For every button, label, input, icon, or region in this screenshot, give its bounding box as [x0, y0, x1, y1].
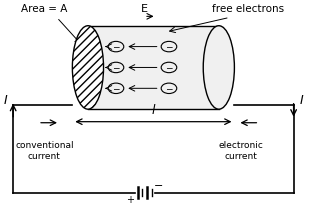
- Text: −: −: [165, 42, 173, 51]
- Text: free electrons: free electrons: [212, 4, 285, 14]
- Polygon shape: [88, 26, 219, 109]
- Ellipse shape: [72, 26, 104, 109]
- Text: −: −: [112, 42, 120, 51]
- Text: electronic
current: electronic current: [218, 141, 263, 161]
- Text: I: I: [3, 94, 7, 107]
- Text: conventional
current: conventional current: [15, 141, 74, 161]
- Text: −: −: [112, 63, 120, 72]
- Text: +: +: [126, 195, 134, 205]
- Text: $l$: $l$: [151, 103, 156, 117]
- Text: −: −: [165, 63, 173, 72]
- Text: I: I: [300, 94, 303, 107]
- Text: −: −: [153, 181, 163, 191]
- Text: −: −: [165, 84, 173, 93]
- Text: Area = A: Area = A: [21, 4, 68, 14]
- Text: E: E: [141, 4, 147, 14]
- Ellipse shape: [203, 26, 234, 109]
- Text: −: −: [112, 84, 120, 93]
